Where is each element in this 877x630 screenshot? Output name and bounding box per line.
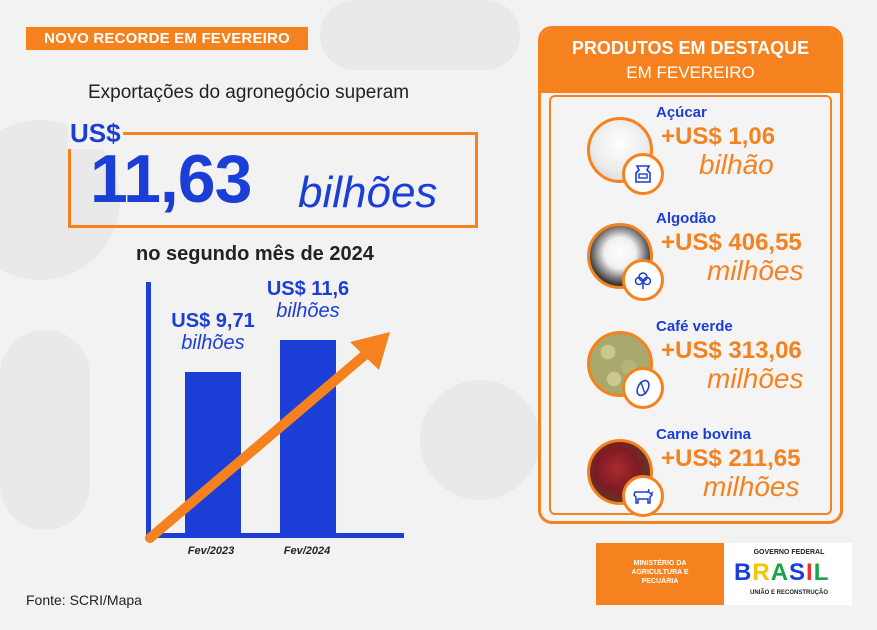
product-unit: milhões <box>703 471 800 502</box>
bar-fev-2023 <box>185 371 241 535</box>
ministry-logo: MINISTÉRIO DA AGRICULTURA E PECUÁRIA <box>596 543 724 605</box>
headline-value: 11,63 <box>90 141 252 217</box>
background-shape <box>0 330 90 530</box>
government-logo-block: MINISTÉRIO DA AGRICULTURA E PECUÁRIA GOV… <box>596 543 852 605</box>
ministry-line: MINISTÉRIO DA <box>633 560 687 567</box>
product-value: +US$ 211,65 <box>661 445 801 472</box>
coffee-bean-icon <box>622 367 664 409</box>
cow-icon <box>622 475 664 517</box>
bar-fev-2024 <box>280 340 336 535</box>
product-unit: milhões <box>707 255 804 286</box>
bar-value-label: US$ 11,6 <box>266 278 350 301</box>
product-value: +US$ 313,06 <box>661 337 802 364</box>
product-unit: milhões <box>707 363 804 394</box>
gov-label: GOVERNO FEDERAL <box>753 549 825 556</box>
product-value: +US$ 406,55 <box>661 229 802 256</box>
product-item: Açúcar +US$ 1,06 bilhão <box>551 104 830 217</box>
trend-arrow-icon <box>145 332 390 543</box>
product-value: +US$ 1,06 <box>661 123 776 150</box>
y-axis <box>146 282 151 538</box>
headline-unit: bilhões <box>298 168 438 217</box>
bar-unit-label: bilhões <box>181 331 245 354</box>
x-tick-label: Fev/2024 <box>283 545 331 557</box>
highlight-box <box>68 132 478 228</box>
product-item: Café verde +US$ 313,06 milhões <box>551 318 830 431</box>
source-note: Fonte: SCRI/Mapa <box>26 592 142 608</box>
intro-text: Exportações do agronegócio superam <box>88 82 410 103</box>
ministry-line: PECUÁRIA <box>641 578 679 585</box>
product-name: Algodão <box>656 210 716 227</box>
headline-tag: NOVO RECORDE EM FEVEREIRO <box>26 27 308 50</box>
bar-unit-label: bilhões <box>276 300 340 323</box>
sugar-bag-icon <box>622 153 664 195</box>
product-name: Açúcar <box>656 104 707 121</box>
x-axis <box>146 533 404 538</box>
products-list: Açúcar +US$ 1,06 bilhão Algodão +US$ 406… <box>549 95 832 517</box>
product-name: Carne bovina <box>656 426 752 443</box>
background-shape <box>320 0 520 70</box>
ministry-line: AGRICULTURA E <box>631 569 689 576</box>
product-item: Carne bovina +US$ 211,65 milhões <box>551 426 830 521</box>
cotton-icon <box>622 259 664 301</box>
gov-tagline: UNIÃO E RECONSTRUÇÃO <box>749 590 828 596</box>
panel-subtitle: EM FEVEREIRO <box>626 63 755 82</box>
panel-header: PRODUTOS EM DESTAQUE EM FEVEREIRO <box>541 29 840 93</box>
currency-label: US$ <box>68 118 123 149</box>
x-tick-label: Fev/2023 <box>187 545 235 557</box>
product-unit: bilhão <box>699 149 774 180</box>
subtitle-text: no segundo mês de 2024 <box>136 243 374 265</box>
product-name: Café verde <box>656 318 733 335</box>
bar-value-label: US$ 9,71 <box>171 309 255 332</box>
product-item: Algodão +US$ 406,55 milhões <box>551 210 830 323</box>
background-shape <box>420 380 540 500</box>
panel-title: PRODUTOS EM DESTAQUE <box>571 38 810 58</box>
featured-products-panel: PRODUTOS EM DESTAQUE EM FEVEREIRO Açúcar… <box>538 26 843 524</box>
